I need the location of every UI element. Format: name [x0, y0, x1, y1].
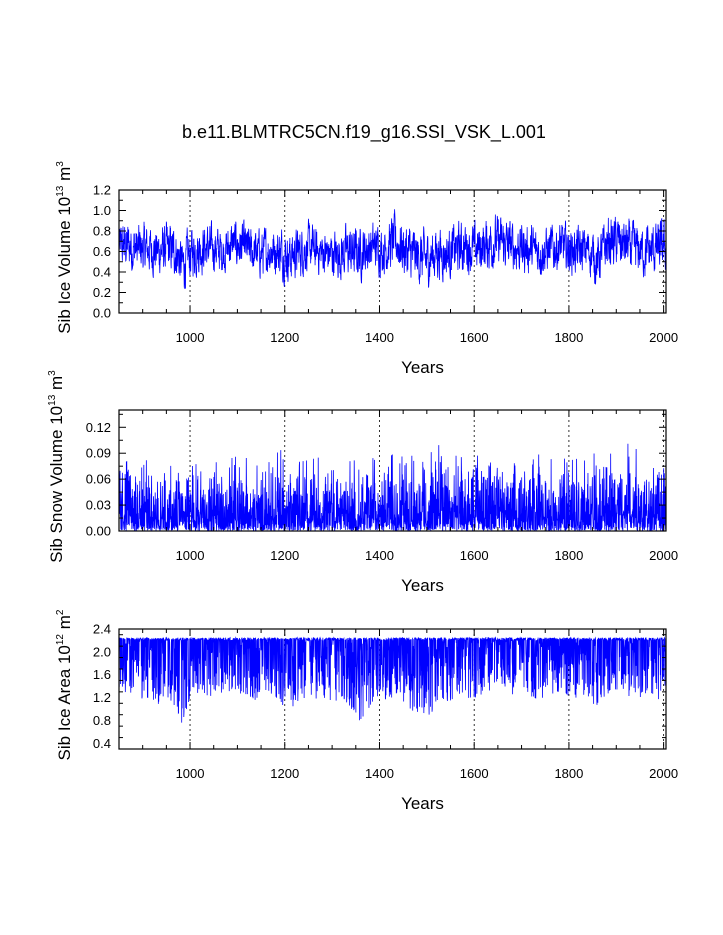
data-series-line — [119, 209, 666, 289]
panel-1: 1000 1200 1400 1600 1800 2000 0.0 0.2 0.4 0.6 0.8 1… — [55, 161, 678, 377]
panels-container: 1000 1200 1400 1600 1800 20000.00.20.40.60.81… — [47, 161, 678, 813]
y-axis-title: Sib Snow Volume 1013 m3 — [47, 370, 66, 563]
y-tick-label: 0.2 — [93, 285, 111, 300]
plot-frame — [118, 628, 667, 750]
data-series-line — [119, 443, 666, 531]
y-tick-label: 0.4 — [93, 265, 111, 280]
x-tick-label: 1200 — [270, 548, 299, 563]
x-axis-title: Years — [401, 576, 444, 595]
x-tick-label: 1600 — [460, 330, 489, 345]
x-tick-label: 1800 — [554, 548, 583, 563]
x-axis-title: Years — [401, 358, 444, 377]
y-tick-label: 2.4 — [93, 622, 111, 637]
y-tick-label: 0.8 — [93, 713, 111, 728]
x-tick-label: 1000 — [176, 548, 205, 563]
y-tick-label: 1.2 — [93, 183, 111, 198]
x-tick-label: 1600 — [460, 766, 489, 781]
x-tick-label: 2000 — [649, 548, 678, 563]
x-tick-label: 1200 — [270, 766, 299, 781]
x-tick-label: 1600 — [460, 548, 489, 563]
y-tick-label: 2.0 — [93, 644, 111, 659]
y-tick-label: 0.12 — [86, 420, 111, 435]
x-tick-label: 1800 — [554, 766, 583, 781]
data-series-line — [119, 636, 666, 723]
x-tick-label: 2000 — [649, 330, 678, 345]
y-tick-label: 0.00 — [86, 524, 111, 539]
x-tick-label: 1800 — [554, 330, 583, 345]
y-tick-label: 1.0 — [93, 203, 111, 218]
y-tick-label: 1.2 — [93, 690, 111, 705]
x-axis-title: Years — [401, 794, 444, 813]
x-tick-label: 1000 — [176, 766, 205, 781]
y-tick-label: 0.06 — [86, 472, 111, 487]
y-tick-label: 0.09 — [86, 446, 111, 461]
y-axis-title: Sib Ice Area 1012 m2 — [55, 609, 74, 760]
plot-frame — [118, 409, 667, 532]
y-tick-label: 0.4 — [93, 736, 111, 751]
y-tick-label: 0.0 — [93, 306, 111, 321]
y-tick-label: 0.6 — [93, 244, 111, 259]
y-tick-label: 0.03 — [86, 498, 111, 513]
x-tick-label: 1200 — [270, 330, 299, 345]
x-tick-label: 1400 — [365, 548, 394, 563]
panel-3: 1000 1200 1400 1600 1800 2000 0.4 0.8 1.2 1.6 2.0 2… — [55, 609, 678, 813]
figure-title: b.e11.BLMTRC5CN.f19_g16.SSI_VSK_L.001 — [182, 122, 546, 143]
x-tick-label: 1000 — [176, 330, 205, 345]
x-tick-label: 2000 — [649, 766, 678, 781]
x-tick-label: 1400 — [365, 766, 394, 781]
panel-2: 1000 1200 1400 1600 1800 2000 0.00 0.03 0.06 0.09… — [47, 370, 678, 595]
x-tick-label: 1400 — [365, 330, 394, 345]
y-tick-label: 0.8 — [93, 224, 111, 239]
y-tick-label: 1.6 — [93, 667, 111, 682]
y-axis-title: Sib Ice Volume 1013 m3 — [55, 161, 74, 334]
